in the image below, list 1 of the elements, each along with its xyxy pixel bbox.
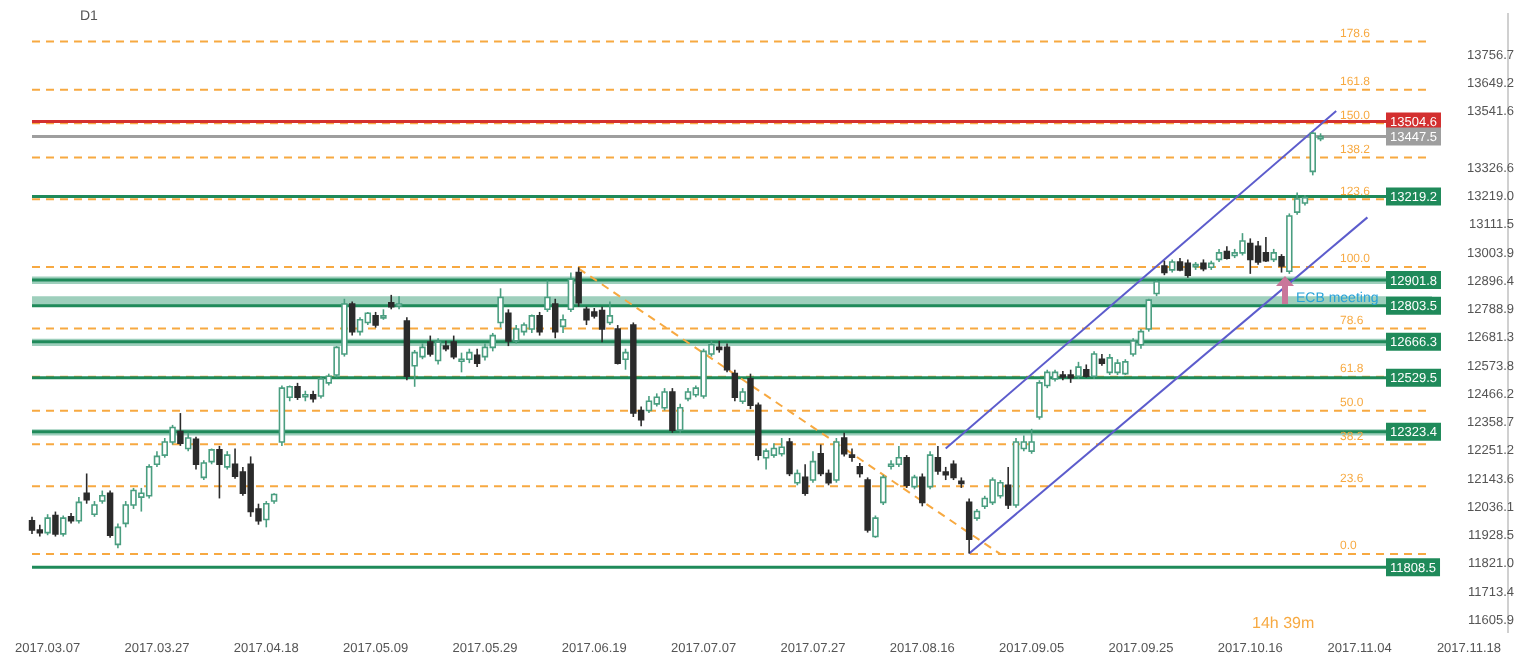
annotation: 14h 39m bbox=[1252, 614, 1315, 633]
